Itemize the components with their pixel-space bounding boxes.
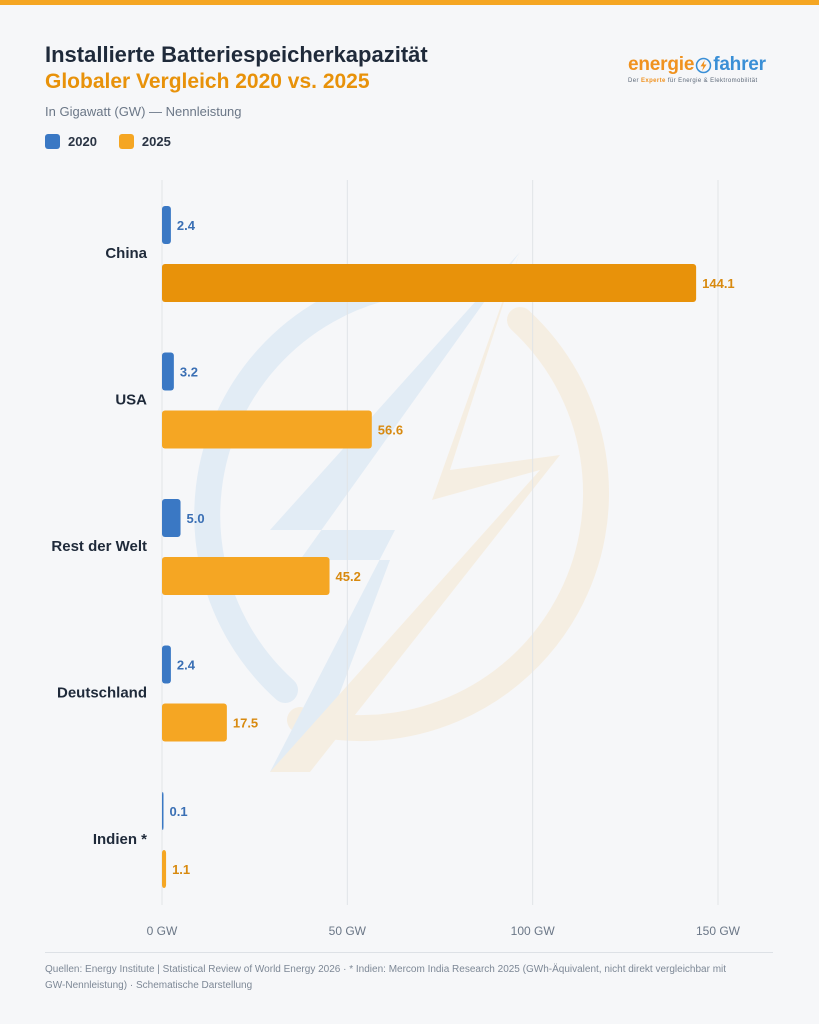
data-label-2025-3: 17.5 <box>233 716 258 731</box>
data-label-2020-0: 2.4 <box>177 218 196 233</box>
lightning-bolt-icon <box>695 57 712 73</box>
x-tick-label-50: 50 GW <box>329 924 367 938</box>
category-label-1: USA <box>115 392 147 409</box>
logo-tagline-post: für Energie & Elektromobilität <box>665 78 758 84</box>
bar-2020-3 <box>162 645 171 684</box>
data-label-2020-1: 3.2 <box>180 365 198 380</box>
x-axis-tick-labels: 0 GW 50 GW 100 GW 150 GW <box>147 924 741 938</box>
logo-tagline-pre: Der <box>628 78 641 84</box>
unit-note: In Gigawatt (GW) — Nennleistung <box>45 104 242 119</box>
data-label-2020-2: 5.0 <box>187 511 205 526</box>
bar-2020-1 <box>162 352 174 391</box>
bar-2020-2 <box>162 499 181 537</box>
bar-2020-0 <box>162 206 171 244</box>
chart-bars: 2.4 144.1 3.2 56.6 5.0 45.2 2.4 17.5 0.1 1.1 <box>162 206 735 888</box>
footer-divider <box>45 952 773 953</box>
data-label-2025-4: 1.1 <box>172 862 190 877</box>
x-tick-label-100: 100 GW <box>511 924 556 938</box>
legend-label-2020: 2020 <box>68 134 97 149</box>
bar-2025-3 <box>162 703 227 742</box>
data-label-2025-2: 45.2 <box>336 569 361 584</box>
category-labels: China USA Rest der Welt Deutschland Indien * <box>51 245 147 848</box>
legend-item-2025: 2025 <box>118 134 171 149</box>
brand-logo: energie fahrer Der Experte für Energie &… <box>628 54 778 90</box>
chart-legend: 2020 2025 <box>45 134 193 149</box>
x-tick-label-150: 150 GW <box>696 924 741 938</box>
category-label-2: Rest der Welt <box>51 538 147 555</box>
bar-2020-4 <box>162 792 164 830</box>
footer-source-note: Quellen: Energy Institute | Statistical … <box>45 964 727 991</box>
bar-2025-2 <box>162 557 330 595</box>
logo-word-right: fahrer <box>713 54 766 75</box>
watermark-bolt-icon <box>194 252 609 772</box>
legend-item-2020: 2020 <box>45 134 97 149</box>
legend-swatch-2020 <box>45 134 60 149</box>
data-label-2020-3: 2.4 <box>177 658 196 673</box>
category-label-4: Indien * <box>93 831 147 848</box>
logo-wordmark: energie fahrer <box>628 54 778 76</box>
chart-title: Installierte Batteriespeicherkapazität <box>45 42 428 67</box>
bar-2025-0 <box>162 264 697 302</box>
data-label-2025-0: 144.1 <box>702 276 735 291</box>
logo-word-left: energie <box>628 54 695 75</box>
data-label-2025-1: 56.6 <box>378 423 403 438</box>
legend-label-2025: 2025 <box>141 134 171 149</box>
logo-tagline: Der Experte für Energie & Elektromobilit… <box>628 78 778 84</box>
category-label-0: China <box>105 245 147 262</box>
x-tick-label-0: 0 GW <box>147 924 178 938</box>
legend-swatch-2025 <box>118 134 134 149</box>
chart-subtitle: Globaler Vergleich 2020 vs. 2025 <box>45 70 370 93</box>
category-label-3: Deutschland <box>57 685 147 702</box>
top-accent-bar <box>0 0 819 5</box>
bar-2025-4 <box>162 850 167 888</box>
bar-2025-1 <box>162 410 372 449</box>
logo-tagline-bold: Experte <box>640 78 666 84</box>
data-label-2020-4: 0.1 <box>170 804 188 819</box>
